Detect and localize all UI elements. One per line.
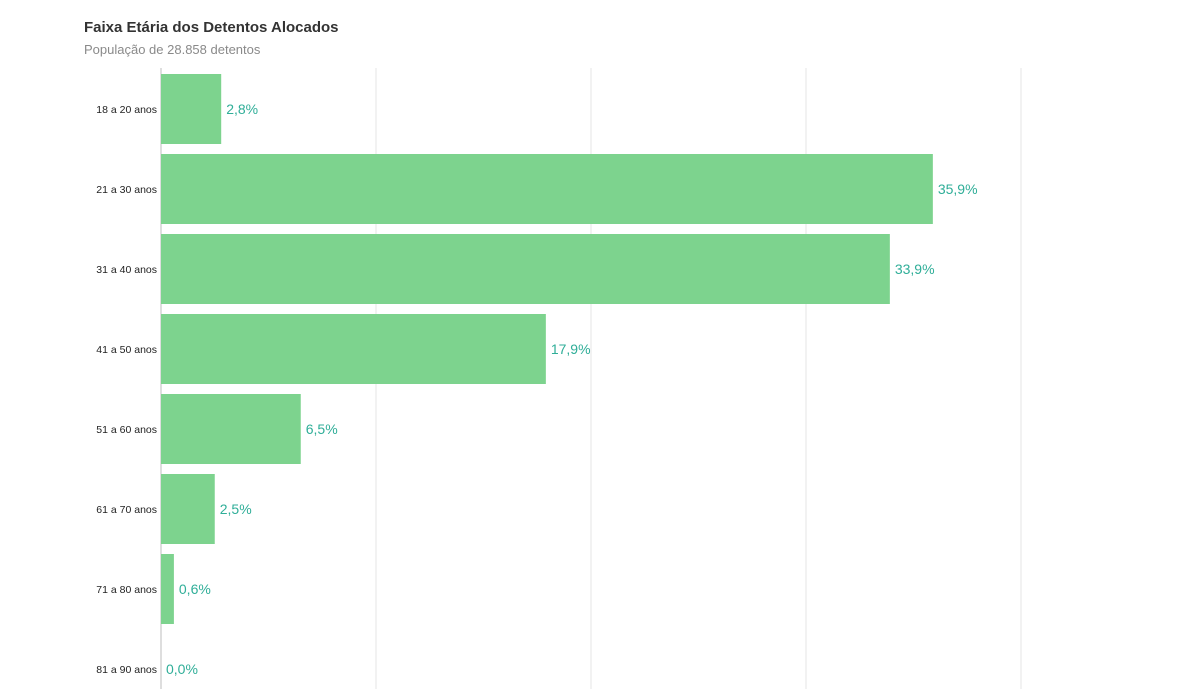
chart-subtitle: População de 28.858 detentos bbox=[84, 42, 261, 57]
category-label: 81 a 90 anos bbox=[96, 664, 157, 676]
bar bbox=[161, 234, 890, 304]
label-layer: 18 a 20 anos 2,8% 21 a 30 anos 35,9% 31 a 40… bbox=[96, 101, 977, 677]
data-label: 0,6% bbox=[179, 581, 211, 597]
bar-layer bbox=[161, 74, 933, 624]
category-label: 71 a 80 anos bbox=[96, 584, 157, 596]
data-label: 0,0% bbox=[166, 661, 198, 677]
bar bbox=[161, 314, 546, 384]
bar bbox=[161, 394, 301, 464]
data-label: 6,5% bbox=[306, 421, 338, 437]
category-label: 21 a 30 anos bbox=[96, 184, 157, 196]
bar bbox=[161, 474, 215, 544]
category-label: 31 a 40 anos bbox=[96, 264, 157, 276]
data-label: 35,9% bbox=[938, 181, 978, 197]
data-label: 2,8% bbox=[226, 101, 258, 117]
data-label: 2,5% bbox=[220, 501, 252, 517]
bar bbox=[161, 554, 174, 624]
data-label: 17,9% bbox=[551, 341, 591, 357]
bar bbox=[161, 74, 222, 144]
category-label: 61 a 70 anos bbox=[96, 504, 157, 516]
category-label: 51 a 60 anos bbox=[96, 424, 157, 436]
bar bbox=[161, 154, 933, 224]
category-label: 18 a 20 anos bbox=[96, 104, 157, 116]
category-label: 41 a 50 anos bbox=[96, 344, 157, 356]
data-label: 33,9% bbox=[895, 261, 935, 277]
chart-title: Faixa Etária dos Detentos Alocados bbox=[84, 19, 339, 36]
